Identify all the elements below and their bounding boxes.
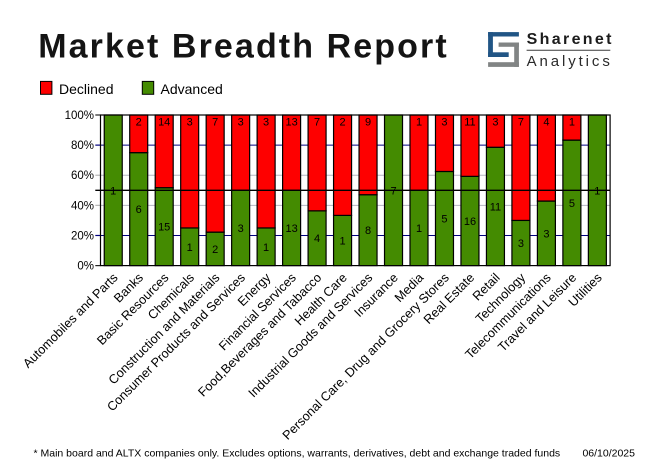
svg-text:15: 15: [158, 222, 170, 234]
svg-text:3: 3: [492, 117, 498, 129]
svg-text:1: 1: [416, 223, 422, 235]
svg-text:2: 2: [212, 244, 218, 256]
svg-text:3: 3: [238, 117, 244, 129]
svg-text:7: 7: [212, 117, 218, 129]
svg-text:4: 4: [314, 233, 320, 245]
svg-text:7: 7: [390, 185, 396, 197]
svg-text:4: 4: [543, 117, 549, 129]
svg-text:1: 1: [416, 117, 422, 129]
svg-text:100%: 100%: [65, 110, 94, 122]
svg-text:11: 11: [464, 117, 475, 129]
svg-text:3: 3: [543, 228, 549, 240]
svg-text:1: 1: [263, 242, 269, 254]
svg-text:* Main board and ALTX companie: * Main board and ALTX companies only. Ex…: [34, 448, 561, 460]
svg-text:6: 6: [136, 204, 142, 216]
svg-text:Sharenet: Sharenet: [527, 31, 614, 48]
svg-text:1: 1: [594, 185, 600, 197]
svg-text:1: 1: [339, 236, 345, 248]
svg-text:2: 2: [339, 117, 345, 129]
svg-text:14: 14: [158, 117, 170, 129]
svg-text:Declined: Declined: [59, 81, 113, 97]
svg-text:5: 5: [441, 214, 447, 226]
svg-text:3: 3: [441, 117, 447, 129]
svg-text:06/10/2025: 06/10/2025: [582, 448, 635, 460]
svg-text:3: 3: [263, 117, 269, 129]
svg-text:3: 3: [518, 238, 524, 250]
svg-text:Market Breadth Report: Market Breadth Report: [38, 28, 449, 66]
svg-text:13: 13: [285, 117, 297, 129]
svg-text:0%: 0%: [77, 261, 94, 273]
svg-text:40%: 40%: [71, 200, 94, 212]
svg-text:Analytics: Analytics: [527, 53, 613, 70]
svg-text:Advanced: Advanced: [161, 81, 223, 97]
svg-text:1: 1: [110, 185, 116, 197]
svg-text:1: 1: [187, 242, 193, 254]
svg-text:8: 8: [365, 225, 371, 237]
svg-text:3: 3: [238, 223, 244, 235]
svg-text:2: 2: [136, 117, 142, 129]
svg-text:1: 1: [569, 117, 575, 129]
svg-text:9: 9: [365, 117, 371, 129]
svg-text:5: 5: [569, 198, 575, 210]
svg-text:20%: 20%: [71, 230, 94, 242]
svg-text:7: 7: [314, 117, 320, 129]
svg-text:7: 7: [518, 117, 524, 129]
svg-text:80%: 80%: [71, 140, 94, 152]
svg-text:11: 11: [490, 201, 501, 213]
svg-text:13: 13: [285, 223, 297, 235]
svg-text:3: 3: [187, 117, 193, 129]
svg-text:60%: 60%: [71, 170, 94, 182]
svg-text:16: 16: [464, 216, 476, 228]
